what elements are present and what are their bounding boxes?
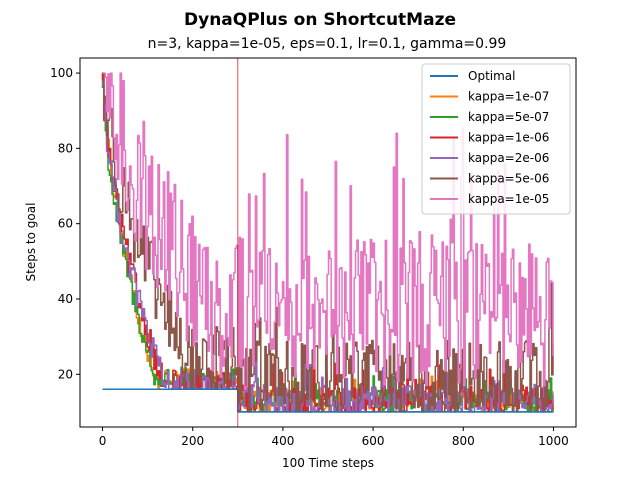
- y-axis-label: Steps to goal: [24, 203, 38, 282]
- legend-label: kappa=1e-07: [468, 90, 549, 104]
- y-axis: 20 40 60 80 100: [50, 66, 80, 381]
- x-tick-label: 400: [271, 434, 294, 448]
- series-layer: [101, 72, 554, 413]
- x-tick-label: 600: [362, 434, 385, 448]
- x-axis: 0 200 400 600 800 1000: [99, 427, 569, 448]
- y-tick-label: 20: [58, 367, 73, 381]
- series-line-kappa=5e-06: [102, 72, 554, 413]
- legend-label: kappa=1e-06: [468, 131, 549, 145]
- series-line-kappa=1e-05: [102, 72, 554, 391]
- y-tick-label: 100: [50, 66, 73, 80]
- x-tick-label: 1000: [538, 434, 569, 448]
- x-axis-label: 100 Time steps: [282, 456, 374, 470]
- y-tick-label: 60: [58, 217, 73, 231]
- chart-title: DynaQPlus on ShortcutMaze: [184, 10, 456, 30]
- y-tick-label: 80: [58, 141, 73, 155]
- plot-frame: [79, 57, 577, 428]
- legend-frame: [421, 63, 571, 215]
- legend-label: kappa=2e-06: [468, 151, 549, 165]
- legend: Optimal kappa=1e-07 kappa=5e-07 kappa=1e-06…: [421, 63, 571, 215]
- legend-label: Optimal: [468, 69, 515, 83]
- x-tick-label: 200: [181, 434, 204, 448]
- legend-label: kappa=1e-05: [468, 192, 549, 206]
- chart-subtitle: n=3, kappa=1e-05, eps=0.1, lr=0.1, gamma…: [148, 36, 507, 52]
- legend-label: kappa=5e-06: [468, 172, 549, 186]
- legend-label: kappa=5e-07: [468, 110, 549, 124]
- x-tick-label: 0: [99, 434, 107, 448]
- x-tick-label: 800: [452, 434, 475, 448]
- y-tick-label: 40: [58, 292, 73, 306]
